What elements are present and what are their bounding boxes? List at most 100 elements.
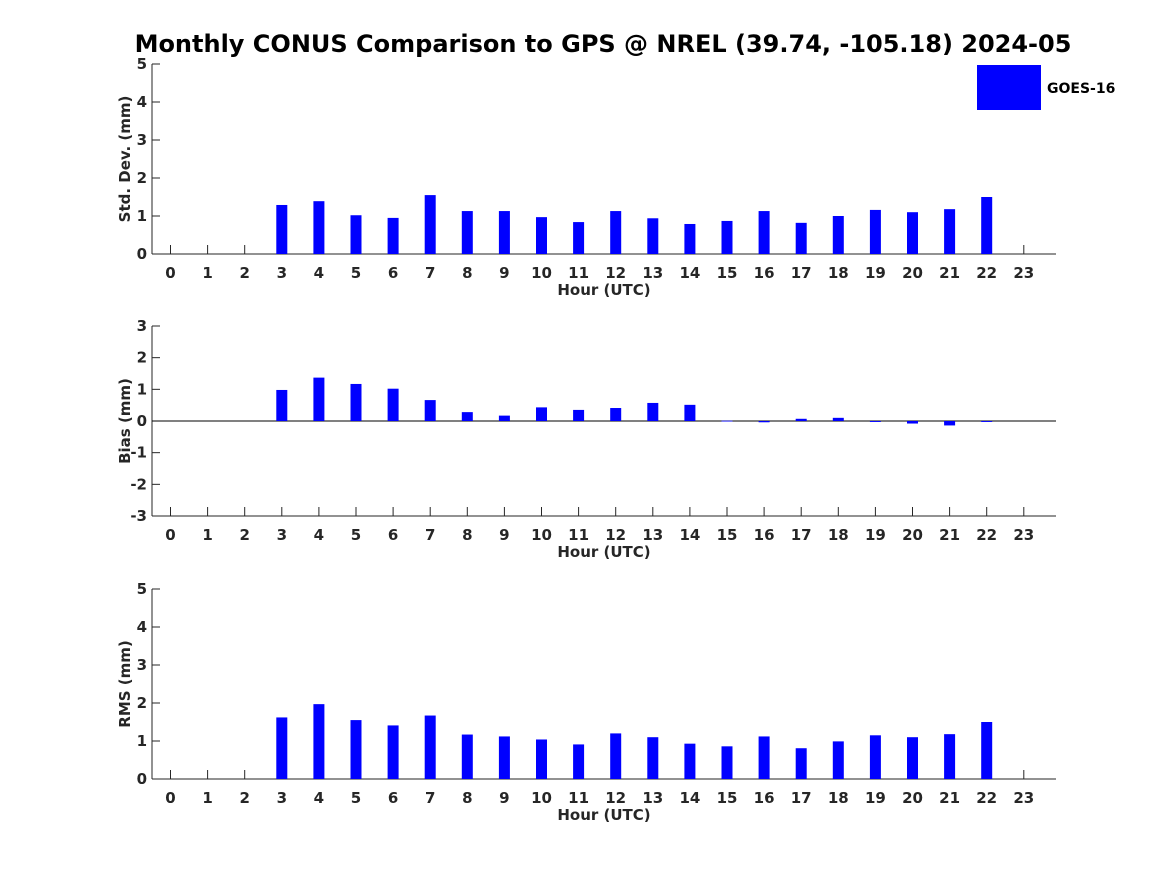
x-tick-label: 17 <box>791 789 812 807</box>
x-axis-label: Hour (UTC) <box>557 543 650 561</box>
bar-hour-18 <box>832 216 844 254</box>
x-tick-label: 4 <box>314 526 324 544</box>
x-tick-label: 21 <box>939 789 960 807</box>
x-tick-label: 13 <box>642 789 663 807</box>
x-tick-label: 8 <box>462 264 472 282</box>
bar-hour-7 <box>424 400 436 421</box>
x-tick-label: 20 <box>902 264 923 282</box>
x-axis-label: Hour (UTC) <box>557 281 650 299</box>
x-tick-label: 13 <box>642 526 663 544</box>
bar-hour-12 <box>610 733 622 779</box>
x-tick-label: 19 <box>865 264 886 282</box>
bar-hour-13 <box>647 737 659 779</box>
bar-hour-9 <box>498 211 510 254</box>
x-tick-label: 10 <box>531 789 552 807</box>
bar-hour-21 <box>944 209 956 254</box>
bar-hour-7 <box>424 195 436 254</box>
x-tick-label: 3 <box>277 789 287 807</box>
x-tick-label: 19 <box>865 526 886 544</box>
y-tick-label: 4 <box>137 618 147 636</box>
x-tick-label: 19 <box>865 789 886 807</box>
y-tick-label: 3 <box>137 656 147 674</box>
bar-hour-17 <box>795 748 807 779</box>
x-tick-label: 18 <box>828 789 849 807</box>
bar-hour-12 <box>610 211 622 254</box>
x-tick-label: 9 <box>499 789 509 807</box>
x-tick-label: 1 <box>202 264 212 282</box>
x-tick-label: 0 <box>165 789 175 807</box>
x-tick-label: 4 <box>314 789 324 807</box>
bar-hour-20 <box>907 212 918 254</box>
bar-hour-11 <box>573 409 585 421</box>
x-tick-label: 9 <box>499 264 509 282</box>
bar-hour-13 <box>647 218 659 254</box>
x-tick-label: 4 <box>314 264 324 282</box>
y-tick-label: 2 <box>137 169 147 187</box>
y-tick-label: 3 <box>137 317 147 335</box>
x-tick-label: 7 <box>425 789 435 807</box>
bar-hour-15 <box>721 220 733 254</box>
bar-hour-8 <box>461 211 473 254</box>
bar-hour-10 <box>536 217 547 254</box>
bar-hour-22 <box>981 421 993 422</box>
x-tick-label: 20 <box>902 789 923 807</box>
y-tick-label: 0 <box>137 412 147 430</box>
bar-hour-8 <box>461 734 473 779</box>
bar-hour-9 <box>498 415 510 421</box>
bar-hour-22 <box>981 722 993 779</box>
bar-hour-11 <box>573 744 585 779</box>
bar-hour-18 <box>832 741 844 779</box>
x-tick-label: 6 <box>388 264 398 282</box>
x-tick-label: 0 <box>165 264 175 282</box>
x-tick-label: 2 <box>239 526 249 544</box>
x-tick-label: 15 <box>717 789 738 807</box>
x-tick-label: 8 <box>462 526 472 544</box>
bar-hour-16 <box>758 736 770 779</box>
bar-hour-6 <box>387 217 399 254</box>
legend-label: GOES-16 <box>1047 81 1115 97</box>
x-tick-label: 12 <box>605 264 626 282</box>
y-tick-label: -2 <box>130 475 147 493</box>
bar-hour-16 <box>758 421 770 423</box>
bar-hour-12 <box>610 408 622 421</box>
bar-hour-5 <box>350 720 362 779</box>
bar-hour-6 <box>387 388 399 421</box>
x-tick-label: 18 <box>828 264 849 282</box>
bar-hour-4 <box>313 704 325 779</box>
x-tick-label: 3 <box>277 264 287 282</box>
x-tick-label: 14 <box>679 789 700 807</box>
x-tick-label: 11 <box>568 264 589 282</box>
x-tick-label: 7 <box>425 264 435 282</box>
bar-hour-3 <box>276 717 288 779</box>
bar-hour-17 <box>795 418 807 421</box>
bar-hour-20 <box>907 737 918 779</box>
y-tick-label: -3 <box>130 507 147 525</box>
bar-hour-19 <box>869 421 881 422</box>
x-tick-label: 10 <box>531 264 552 282</box>
bar-hour-3 <box>276 389 288 421</box>
bar-hour-15 <box>721 746 733 779</box>
y-tick-label: 1 <box>137 732 147 750</box>
y-tick-label: 3 <box>137 131 147 149</box>
y-axis-label: RMS (mm) <box>116 640 134 727</box>
x-tick-label: 10 <box>531 526 552 544</box>
bar-hour-15 <box>721 420 733 422</box>
bar-hour-14 <box>684 404 696 421</box>
x-tick-label: 23 <box>1013 526 1034 544</box>
x-tick-label: 20 <box>902 526 923 544</box>
bar-hour-10 <box>536 407 547 421</box>
bar-hour-10 <box>536 739 547 779</box>
x-tick-label: 17 <box>791 264 812 282</box>
x-tick-label: 1 <box>202 789 212 807</box>
x-tick-label: 16 <box>754 526 775 544</box>
x-tick-label: 5 <box>351 264 361 282</box>
y-tick-label: 1 <box>137 207 147 225</box>
y-tick-label: 0 <box>137 770 147 788</box>
x-tick-label: 18 <box>828 526 849 544</box>
x-tick-label: 21 <box>939 526 960 544</box>
x-tick-label: 21 <box>939 264 960 282</box>
